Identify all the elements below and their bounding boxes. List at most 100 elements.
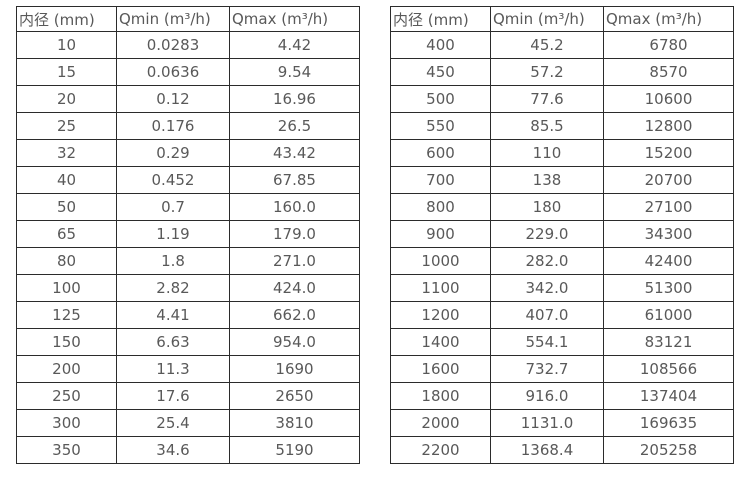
table-row: 1800 916.0 137404	[390, 382, 734, 410]
qmin-cell: 732.7	[490, 355, 604, 383]
qmin-cell: 1.19	[116, 220, 230, 248]
qmax-cell: 1690	[229, 355, 360, 383]
qmax-cell: 3810	[229, 409, 360, 437]
diameter-cell: 450	[390, 58, 491, 86]
qmax-cell: 8570	[603, 58, 734, 86]
table-row: 800 180 27100	[390, 193, 734, 221]
qmin-cell: 0.176	[116, 112, 230, 140]
diameter-cell: 550	[390, 112, 491, 140]
table-row: 150 6.63 954.0	[16, 328, 360, 356]
qmin-cell: 554.1	[490, 328, 604, 356]
qmax-cell: 43.42	[229, 139, 360, 167]
diameter-cell: 2200	[390, 436, 491, 464]
col-header-qmin: Qmin (m³/h)	[490, 6, 604, 32]
table-row: 2000 1131.0 169635	[390, 409, 734, 437]
qmin-cell: 342.0	[490, 274, 604, 302]
col-header-qmin: Qmin (m³/h)	[116, 6, 230, 32]
qmax-cell: 662.0	[229, 301, 360, 329]
table-row: 1100 342.0 51300	[390, 274, 734, 302]
qmax-cell: 15200	[603, 139, 734, 167]
table-row: 50 0.7 160.0	[16, 193, 360, 221]
qmax-cell: 61000	[603, 301, 734, 329]
qmin-cell: 1131.0	[490, 409, 604, 437]
table-row: 700 138 20700	[390, 166, 734, 194]
diameter-cell: 1800	[390, 382, 491, 410]
qmin-cell: 1.8	[116, 247, 230, 275]
table-row: 80 1.8 271.0	[16, 247, 360, 275]
col-header-qmax: Qmax (m³/h)	[603, 6, 734, 32]
qmin-cell: 138	[490, 166, 604, 194]
table-row: 300 25.4 3810	[16, 409, 360, 437]
qmin-cell: 45.2	[490, 31, 604, 59]
qmin-cell: 34.6	[116, 436, 230, 464]
diameter-cell: 350	[16, 436, 117, 464]
qmax-cell: 12800	[603, 112, 734, 140]
qmax-cell: 137404	[603, 382, 734, 410]
qmin-cell: 6.63	[116, 328, 230, 356]
flow-rate-spec-page: 内径 (mm) Qmin (m³/h) Qmax (m³/h) 10 0.0283…	[16, 6, 734, 464]
table-row: 20 0.12 16.96	[16, 85, 360, 113]
table-row: 15 0.0636 9.54	[16, 58, 360, 86]
table-row: 32 0.29 43.42	[16, 139, 360, 167]
diameter-cell: 1200	[390, 301, 491, 329]
col-header-qmax: Qmax (m³/h)	[229, 6, 360, 32]
qmax-cell: 9.54	[229, 58, 360, 86]
qmin-cell: 4.41	[116, 301, 230, 329]
table-body: 400 45.2 6780 450 57.2 8570 500 77.6 10600 550 85.…	[390, 31, 734, 464]
qmin-cell: 407.0	[490, 301, 604, 329]
qmax-cell: 10600	[603, 85, 734, 113]
diameter-cell: 20	[16, 85, 117, 113]
qmin-cell: 0.0283	[116, 31, 230, 59]
diameter-cell: 800	[390, 193, 491, 221]
qmax-cell: 108566	[603, 355, 734, 383]
diameter-cell: 900	[390, 220, 491, 248]
qmax-cell: 424.0	[229, 274, 360, 302]
table-row: 1400 554.1 83121	[390, 328, 734, 356]
qmin-cell: 229.0	[490, 220, 604, 248]
diameter-cell: 500	[390, 85, 491, 113]
qmin-cell: 0.7	[116, 193, 230, 221]
diameter-cell: 700	[390, 166, 491, 194]
col-header-diameter: 内径 (mm)	[16, 6, 117, 32]
qmax-cell: 169635	[603, 409, 734, 437]
qmin-cell: 2.82	[116, 274, 230, 302]
qmax-cell: 16.96	[229, 85, 360, 113]
qmin-cell: 85.5	[490, 112, 604, 140]
diameter-cell: 10	[16, 31, 117, 59]
table-row: 100 2.82 424.0	[16, 274, 360, 302]
diameter-cell: 40	[16, 166, 117, 194]
diameter-cell: 1100	[390, 274, 491, 302]
qmax-cell: 5190	[229, 436, 360, 464]
qmax-cell: 179.0	[229, 220, 360, 248]
diameter-cell: 15	[16, 58, 117, 86]
diameter-cell: 65	[16, 220, 117, 248]
qmax-cell: 160.0	[229, 193, 360, 221]
qmin-cell: 0.12	[116, 85, 230, 113]
qmax-cell: 42400	[603, 247, 734, 275]
table-row: 350 34.6 5190	[16, 436, 360, 464]
qmin-cell: 110	[490, 139, 604, 167]
table-body: 10 0.0283 4.42 15 0.0636 9.54 20 0.12 16.96 25 0.1…	[16, 31, 360, 464]
table-row: 200 11.3 1690	[16, 355, 360, 383]
qmin-cell: 1368.4	[490, 436, 604, 464]
table-row: 250 17.6 2650	[16, 382, 360, 410]
qmax-cell: 271.0	[229, 247, 360, 275]
flow-table-large-diameters: 内径 (mm) Qmin (m³/h) Qmax (m³/h) 400 45.2 6…	[390, 6, 734, 464]
qmin-cell: 916.0	[490, 382, 604, 410]
qmin-cell: 25.4	[116, 409, 230, 437]
qmin-cell: 11.3	[116, 355, 230, 383]
table-row: 1000 282.0 42400	[390, 247, 734, 275]
qmax-cell: 2650	[229, 382, 360, 410]
flow-table-small-diameters: 内径 (mm) Qmin (m³/h) Qmax (m³/h) 10 0.0283…	[16, 6, 360, 464]
header-row: 内径 (mm) Qmin (m³/h) Qmax (m³/h)	[390, 6, 734, 32]
diameter-cell: 100	[16, 274, 117, 302]
qmax-cell: 27100	[603, 193, 734, 221]
qmax-cell: 51300	[603, 274, 734, 302]
qmin-cell: 0.0636	[116, 58, 230, 86]
diameter-cell: 50	[16, 193, 117, 221]
qmin-cell: 57.2	[490, 58, 604, 86]
diameter-cell: 250	[16, 382, 117, 410]
qmax-cell: 34300	[603, 220, 734, 248]
table-row: 900 229.0 34300	[390, 220, 734, 248]
qmax-cell: 6780	[603, 31, 734, 59]
